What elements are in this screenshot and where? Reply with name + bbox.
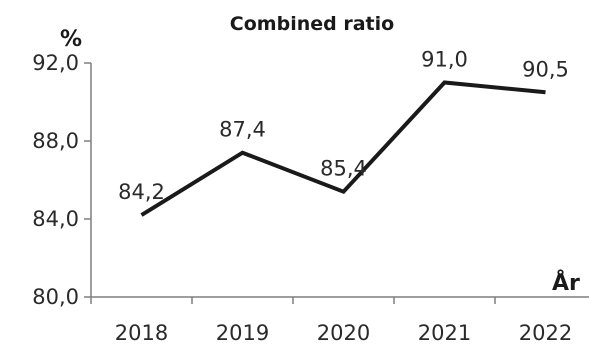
x-tick-label: 2021 [418, 321, 471, 345]
x-axis-ticks: 2018 2019 2020 2021 2022 [90, 297, 572, 345]
x-tick-label: 2018 [115, 321, 168, 345]
data-label: 85,4 [320, 157, 367, 181]
chart-axes [90, 63, 589, 298]
y-tick-label: 80,0 [32, 285, 79, 309]
data-label: 84,2 [118, 180, 165, 204]
x-axis-unit-label: År [552, 270, 580, 296]
chart-title: Combined ratio [230, 13, 394, 35]
y-tick-label: 92,0 [32, 51, 79, 75]
y-tick-label: 88,0 [32, 129, 79, 153]
x-tick-label: 2020 [317, 321, 370, 345]
series-line-group [140, 80, 546, 217]
data-labels: 84,2 87,4 85,4 91,0 90,5 [118, 48, 569, 205]
x-tick-label: 2022 [519, 321, 572, 345]
data-label: 91,0 [421, 48, 468, 72]
y-axis-unit-label: % [60, 27, 82, 52]
data-label: 90,5 [522, 57, 569, 81]
y-axis-ticks: 80,0 84,0 88,0 92,0 [32, 51, 91, 309]
data-label: 87,4 [219, 118, 266, 142]
y-tick-label: 84,0 [32, 207, 79, 231]
x-tick-label: 2019 [216, 321, 269, 345]
series-line [140, 80, 546, 217]
